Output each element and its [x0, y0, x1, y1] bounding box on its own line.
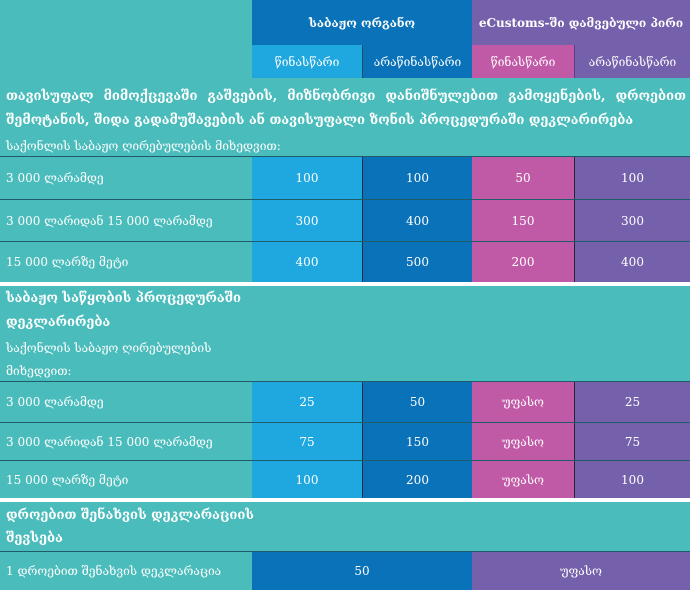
table-cell: უფასო	[472, 382, 574, 422]
table-row-label: 15 000 ლარზე მეტი	[6, 255, 129, 269]
table-cell: 200	[472, 242, 574, 282]
table-row-label: 1 დროებით შენახვის დეკლარაცია	[6, 564, 222, 578]
section3-title-line2: შევსება	[6, 531, 63, 546]
table-cell: 50	[472, 157, 574, 199]
table-cell: 50	[362, 382, 472, 422]
table-cell: 150	[472, 200, 574, 241]
table-cell: 75	[252, 423, 362, 460]
section1-subtitle: საქონლის საბაჟო ღირებულების მიხედვით:	[6, 139, 281, 153]
table-cell: 500	[362, 242, 472, 282]
table-row-label: 3 000 ლარიდან 15 000 ლარამდე	[6, 213, 213, 228]
table-cell: 400	[362, 200, 472, 241]
table-cell: 25	[574, 382, 690, 422]
header-customs-non-preliminary: არაწინასწარი	[362, 45, 472, 78]
header-ecustoms-non-preliminary: არაწინასწარი	[574, 45, 690, 78]
table-cell: 200	[362, 461, 472, 498]
section3-title: დროებით შენახვის დეკლარაციის	[6, 508, 254, 523]
header-customs-preliminary: წინასწარი	[252, 45, 362, 78]
table-row-label: 3 000 ლარამდე	[6, 395, 104, 409]
section1-title: თავისუფალ მიმოქცევაში გაშვების, მიზნობრი…	[6, 89, 686, 104]
table-cell: 400	[574, 242, 690, 282]
table-cell: 100	[252, 157, 362, 199]
table-cell: 400	[252, 242, 362, 282]
table-row-label: 3 000 ლარამდე	[6, 171, 104, 185]
table-cell: 100	[574, 157, 690, 199]
section-divider	[0, 498, 690, 502]
header-customs-authority: საბაჟო ორგანო	[252, 0, 472, 45]
table-cell: 100	[252, 461, 362, 498]
header-ecustoms-person: eCustoms-ში დამვებული პირი	[472, 0, 690, 45]
section1-title-line2: შემოტანის, შიდა გადამუშავების ან თავისუფ…	[6, 113, 634, 128]
table-cell: 100	[574, 461, 690, 498]
table-cell: უფასო	[472, 423, 574, 460]
section-divider	[0, 282, 690, 286]
table-cell: 75	[574, 423, 690, 460]
table-cell: 150	[362, 423, 472, 460]
section2-title: საბაჟო საწყობის პროცედურაში	[6, 291, 242, 306]
table-row-label: 15 000 ლარზე მეტი	[6, 472, 129, 487]
table-cell: 300	[574, 200, 690, 241]
table-row-label: 3 000 ლარიდან 15 000 ლარამდე	[6, 434, 213, 449]
header-ecustoms-preliminary: წინასწარი	[472, 45, 574, 78]
table-cell: 100	[362, 157, 472, 199]
table-cell: 50	[252, 552, 472, 590]
section2-subtitle: საქონლის საბაჟო ღირებულების	[6, 341, 212, 355]
table-cell: უფასო	[472, 461, 574, 498]
table-cell: უფასო	[472, 552, 690, 590]
section2-title-line2: დეკლარირება	[6, 315, 111, 330]
table-cell: 300	[252, 200, 362, 241]
table-cell: 25	[252, 382, 362, 422]
section2-subtitle-line2: მიხედვით:	[6, 364, 72, 378]
